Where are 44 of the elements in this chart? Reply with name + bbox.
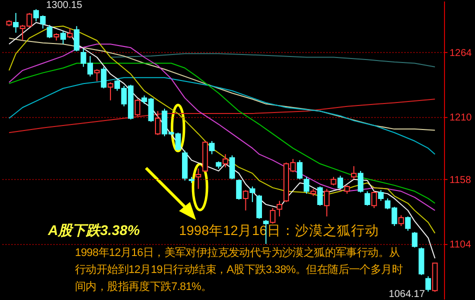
candlestick bbox=[67, 28, 73, 39]
y-tick-label: 1210 bbox=[450, 112, 472, 124]
candlestick bbox=[250, 186, 256, 203]
candlestick bbox=[236, 178, 242, 200]
candlestick bbox=[304, 176, 310, 194]
annotation: 1300.15 bbox=[46, 0, 83, 12]
candlestick bbox=[134, 98, 140, 116]
candlestick bbox=[270, 208, 276, 224]
candlestick bbox=[94, 68, 100, 82]
candlestick bbox=[222, 154, 228, 168]
candlestick bbox=[405, 216, 411, 232]
candlestick bbox=[358, 170, 364, 193]
candlestick bbox=[296, 160, 303, 180]
y-tick-label: 1104 bbox=[450, 239, 472, 250]
candlestick bbox=[74, 26, 80, 52]
candlestick bbox=[324, 188, 330, 217]
line-series bbox=[8, 98, 436, 134]
candlestick bbox=[60, 30, 66, 45]
line-series bbox=[8, 38, 436, 131]
candlestick bbox=[154, 110, 161, 136]
candlestick bbox=[256, 194, 262, 220]
candlestick bbox=[398, 214, 404, 226]
candlestick bbox=[229, 154, 235, 180]
candlestick bbox=[378, 190, 384, 202]
line-series bbox=[110, 53, 436, 68]
candlestick bbox=[317, 186, 323, 206]
candlestick bbox=[209, 140, 215, 155]
candlestick bbox=[276, 200, 282, 217]
candlestick bbox=[46, 24, 52, 39]
candlestick bbox=[13, 12, 19, 34]
candlestick bbox=[425, 276, 431, 292]
candlestick bbox=[196, 168, 202, 190]
candlestick bbox=[338, 175, 344, 190]
candlestick bbox=[364, 190, 370, 206]
y-tick-label: 1158 bbox=[450, 174, 472, 186]
candlestick bbox=[242, 190, 248, 211]
candlestick bbox=[108, 82, 114, 101]
candlestick bbox=[100, 66, 106, 89]
y-tick-label: 1264 bbox=[450, 48, 472, 59]
candlestick bbox=[351, 166, 357, 180]
annotation: A股下跌3.38% bbox=[46, 222, 142, 240]
candlestick bbox=[412, 231, 418, 248]
line-series bbox=[8, 62, 436, 204]
candlestick bbox=[371, 190, 377, 209]
